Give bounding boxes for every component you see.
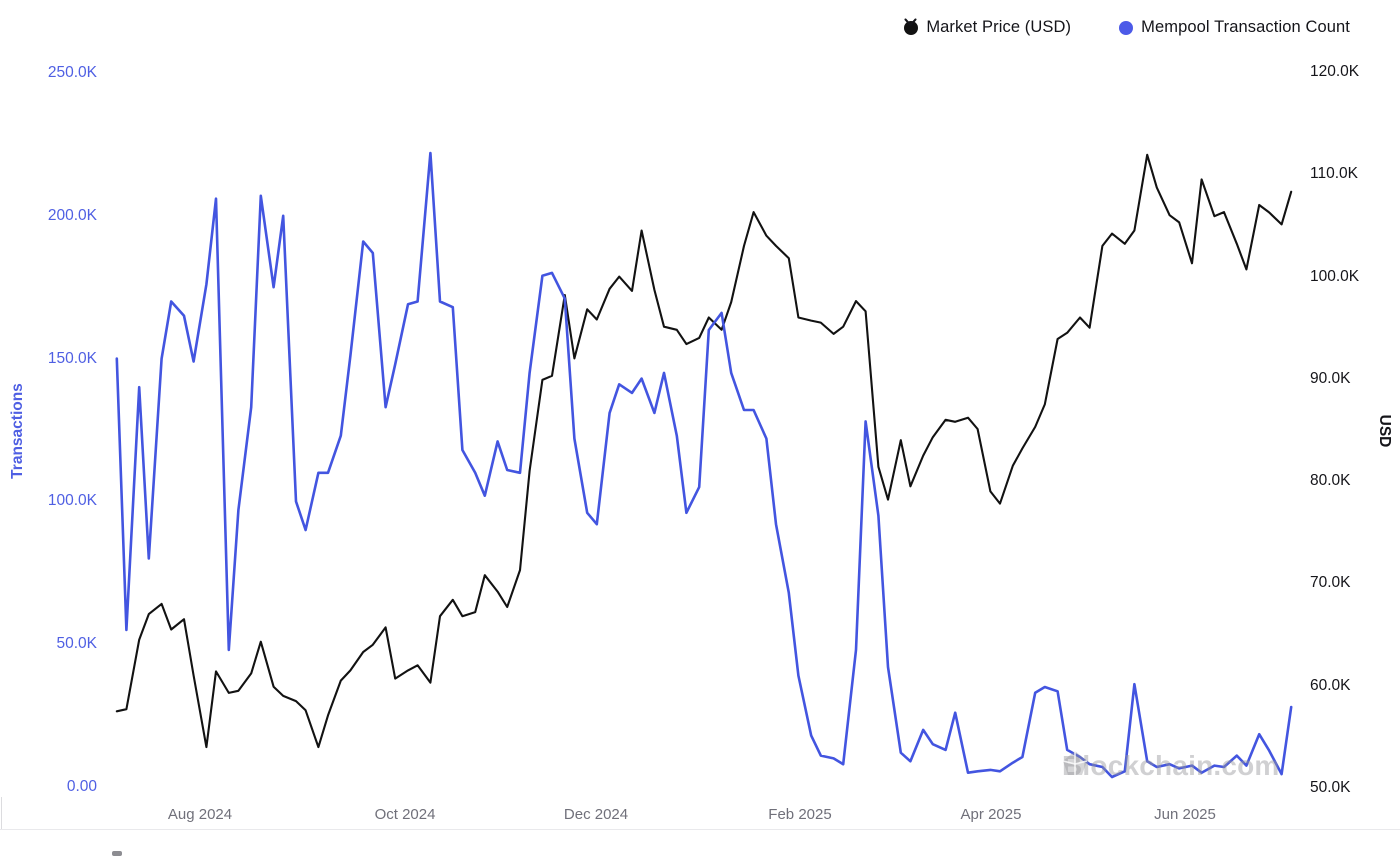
right-axis-tick: 80.0K (1310, 472, 1351, 490)
legend-item-mempool-count[interactable]: Mempool Transaction Count (904, 18, 1356, 37)
legend-label-mempool-count: Mempool Transaction Count (1141, 18, 1350, 36)
x-axis-tick: Apr 2025 (960, 806, 1022, 823)
legend-item-market-price[interactable]: Market Price (USD) (904, 18, 1077, 37)
right-axis-tick: 50.0K (1310, 779, 1351, 796)
right-axis-tick: 100.0K (1310, 267, 1360, 285)
series-line-market-price (115, 153, 1293, 749)
x-axis-tick: Oct 2024 (374, 806, 436, 823)
left-axis-title: Transactions (9, 383, 26, 479)
left-axis-tick: 150.0K (47, 349, 97, 367)
market-price-series-dot-icon (904, 20, 919, 35)
legend: Market Price (USD) Mempool Transaction C… (904, 18, 1356, 37)
left-axis-tick: 0.00 (66, 778, 97, 795)
right-axis-tick: 90.0K (1310, 369, 1351, 387)
right-axis-tick: 70.0K (1310, 574, 1351, 592)
x-axis-tick: Feb 2025 (768, 806, 832, 823)
right-axis-tick: 120.0K (1310, 63, 1360, 80)
legend-label-market-price: Market Price (USD) (926, 18, 1072, 36)
right-axis-tick: 110.0K (1310, 165, 1358, 183)
mempool-count-series-dot-icon (1119, 20, 1134, 35)
left-edge-divider (1, 797, 2, 829)
series-line-mempool-count (115, 151, 1293, 779)
left-axis-tick: 100.0K (47, 492, 97, 510)
x-axis-tick: Jun 2025 (1154, 806, 1216, 823)
bottom-divider (0, 829, 1400, 830)
x-axis-tick: Dec 2024 (563, 806, 629, 823)
right-axis-title: USD (1376, 414, 1393, 448)
left-axis-tick: 250.0K (47, 64, 97, 81)
x-axis-tick: Aug 2024 (167, 806, 233, 823)
left-axis-tick: 50.0K (56, 635, 97, 653)
right-axis-tick: 60.0K (1310, 676, 1351, 694)
cropped-footer-element (112, 851, 122, 856)
left-axis-tick: 200.0K (47, 206, 97, 224)
